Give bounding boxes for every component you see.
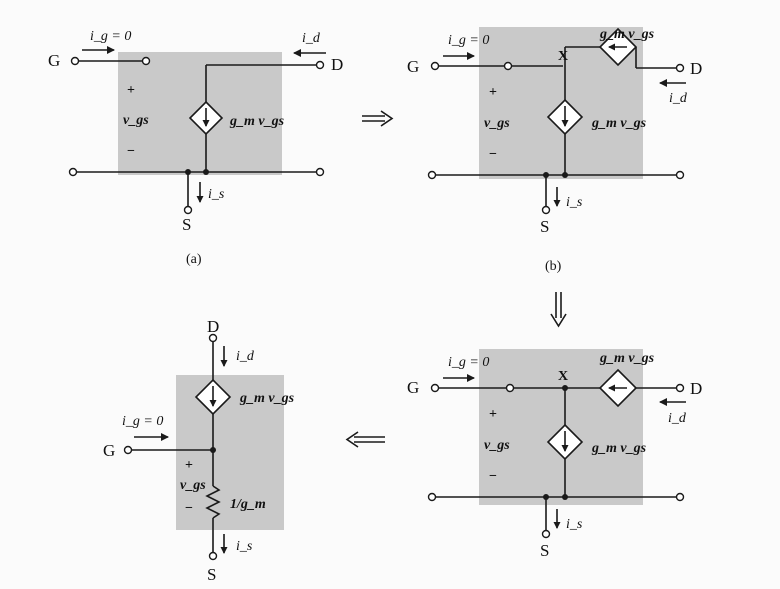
panel-d-drain-terminal bbox=[208, 333, 218, 343]
panel-b-left-bottom-terminal bbox=[427, 170, 437, 180]
panel-c-drain-terminal bbox=[675, 383, 685, 393]
panel-b: G D S X i_g = 0 i_d i_s g_m v_gs g_m v_g… bbox=[407, 27, 702, 274]
panel-a-left-bottom-terminal bbox=[68, 167, 78, 177]
panel-d-is-label: i_s bbox=[236, 539, 253, 554]
panel-c-source-terminal bbox=[541, 529, 551, 539]
panel-a-source-label: S bbox=[182, 215, 191, 234]
panel-a-ig-label: i_g = 0 bbox=[90, 29, 131, 44]
panel-c-top-source-value: g_m v_gs bbox=[599, 351, 655, 366]
panel-b-node-x-bottom bbox=[562, 172, 568, 178]
panel-a-minus: − bbox=[127, 144, 135, 159]
panel-b-right-bottom-terminal bbox=[675, 170, 685, 180]
panel-b-source-label: S bbox=[540, 217, 549, 236]
panel-b-bottom-source-value: g_m v_gs bbox=[591, 116, 647, 131]
panel-d-drain-label: D bbox=[207, 317, 219, 336]
panel-d-resistor-value: 1/g_m bbox=[230, 497, 266, 512]
panel-c-vgs: v_gs bbox=[484, 438, 510, 453]
panel-b-ig-label: i_g = 0 bbox=[448, 33, 489, 48]
panel-b-gate-terminal bbox=[430, 61, 440, 71]
panel-c-node-x-bottom bbox=[562, 494, 568, 500]
panel-d-vgs: v_gs bbox=[180, 478, 206, 493]
panel-b-caption: (b) bbox=[545, 259, 562, 274]
panel-c-ig-label: i_g = 0 bbox=[448, 355, 489, 370]
panel-b-gate-label: G bbox=[407, 57, 419, 76]
panel-d-gate-terminal bbox=[123, 445, 133, 455]
panel-b-id-label: i_d bbox=[669, 91, 688, 106]
panel-b-top-source-value: g_m v_gs bbox=[599, 27, 655, 42]
panel-a-gate-label: G bbox=[48, 51, 60, 70]
panel-b-source-terminal bbox=[541, 205, 551, 215]
panel-c-left-bottom-terminal bbox=[427, 492, 437, 502]
panel-b-node-x-label: X bbox=[558, 49, 568, 64]
panel-d-ig-label: i_g = 0 bbox=[122, 414, 163, 429]
panel-a-node-drain bbox=[203, 169, 209, 175]
panel-b-top-dependent-source bbox=[598, 27, 638, 67]
panel-a-plus: + bbox=[127, 83, 135, 98]
transform-arrow-down bbox=[550, 292, 567, 328]
panel-a-drain-label: D bbox=[331, 55, 343, 74]
panel-d-source-value: g_m v_gs bbox=[239, 391, 295, 406]
panel-d-id-label: i_d bbox=[236, 349, 255, 364]
panel-d-gate-label: G bbox=[103, 441, 115, 460]
panel-b-plus: + bbox=[489, 85, 497, 100]
panel-c-bottom-dependent-source bbox=[546, 423, 584, 461]
panel-c-gate-label: G bbox=[407, 378, 419, 397]
panel-c-node-x-label: X bbox=[558, 369, 568, 384]
panel-a-caption: (a) bbox=[186, 252, 202, 267]
panel-b-is-label: i_s bbox=[566, 195, 583, 210]
panel-a-right-bottom-terminal bbox=[315, 167, 325, 177]
panel-d-shade bbox=[176, 375, 284, 530]
panel-a-gate-inner-terminal bbox=[141, 56, 151, 66]
panel-a: G D S i_g = 0 i_d i_s g_m v_gs + v_gs − … bbox=[48, 29, 343, 267]
panel-c-drain-label: D bbox=[690, 379, 702, 398]
panel-d-plus: + bbox=[185, 458, 193, 473]
panel-d-resistor bbox=[205, 485, 221, 519]
panel-a-source-terminal bbox=[183, 205, 193, 215]
panel-a-id-label: i_d bbox=[302, 31, 321, 46]
panel-b-minus: − bbox=[489, 147, 497, 162]
panel-d-source-label: S bbox=[207, 565, 216, 584]
panel-a-is-label: i_s bbox=[208, 187, 225, 202]
panel-c-gate-inner-terminal bbox=[505, 383, 515, 393]
panel-a-gate-terminal bbox=[70, 56, 80, 66]
panel-c-gate-terminal bbox=[430, 383, 440, 393]
panel-a-vgs: v_gs bbox=[123, 113, 149, 128]
panel-d: D G S i_d i_s i_g = 0 g_m v_gs 1/g_m + v… bbox=[103, 317, 295, 584]
panel-d-source-terminal bbox=[208, 551, 218, 561]
panel-c-id-label: i_d bbox=[668, 411, 687, 426]
panel-a-drain-terminal bbox=[315, 60, 325, 70]
transform-arrow-left bbox=[345, 431, 385, 448]
panel-b-drain-terminal bbox=[675, 63, 685, 73]
panel-a-source-value: g_m v_gs bbox=[229, 114, 285, 129]
panel-d-minus: − bbox=[185, 501, 193, 516]
panel-a-dependent-source bbox=[188, 100, 224, 136]
transform-arrow-right bbox=[362, 110, 394, 127]
panel-c-minus: − bbox=[489, 469, 497, 484]
panel-c: G D S X i_g = 0 i_d i_s g_m v_gs g_m v_g… bbox=[407, 349, 702, 560]
panel-c-plus: + bbox=[489, 407, 497, 422]
panel-c-is-label: i_s bbox=[566, 517, 583, 532]
panel-b-vgs: v_gs bbox=[484, 116, 510, 131]
panel-c-source-label: S bbox=[540, 541, 549, 560]
panel-c-bottom-source-value: g_m v_gs bbox=[591, 441, 647, 456]
panel-c-top-dependent-source bbox=[598, 368, 638, 408]
panel-c-right-bottom-terminal bbox=[675, 492, 685, 502]
panel-b-drain-label: D bbox=[690, 59, 702, 78]
panel-b-gate-inner-terminal bbox=[503, 61, 513, 71]
